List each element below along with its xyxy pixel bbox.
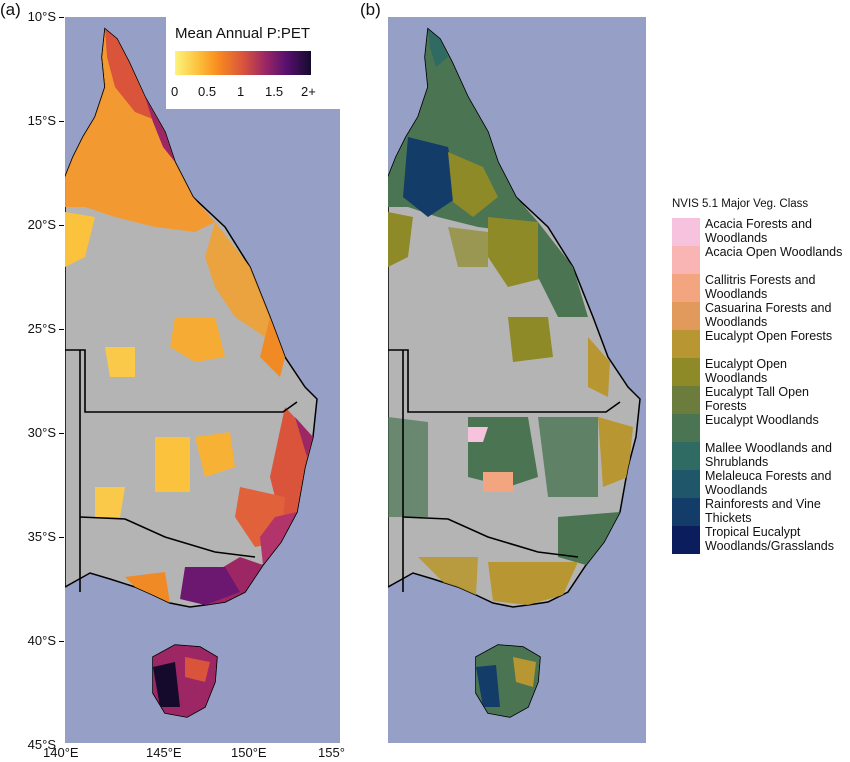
legend-label: Acacia Forests and Woodlands (705, 217, 812, 245)
lat-label-40s: 40°S (27, 633, 56, 648)
lon-label-155: 155° (318, 745, 345, 760)
legend-label: Casuarina Forests and Woodlands (705, 301, 832, 329)
legend-item: Mallee Woodlands and Shrublands (672, 441, 850, 470)
legend-item: Casuarina Forests and Woodlands (672, 301, 850, 330)
lat-label-35s: 35°S (27, 529, 56, 544)
legend-swatch (672, 526, 700, 554)
map-panel-a (65, 17, 340, 743)
lat-tick (59, 225, 64, 226)
colorbar-tick: 0 (171, 84, 179, 99)
legend-label: Eucalypt Tall Open Forests (705, 385, 809, 413)
legend-item: Rainforests and Vine Thickets (672, 497, 850, 526)
lat-label-30s: 30°S (27, 425, 56, 440)
vegetation-raster (388, 29, 633, 717)
colorbar-title: Mean Annual P:PET (175, 25, 311, 42)
legend-title: NVIS 5.1 Major Veg. Class (672, 198, 809, 210)
legend-item: Acacia Open Woodlands (672, 245, 850, 274)
vegetation-legend: NVIS 5.1 Major Veg. Class Acacia Forests… (672, 198, 850, 554)
legend-item: Callitris Forests and Woodlands (672, 273, 850, 302)
legend-swatch (672, 246, 700, 274)
colorbar-tick: 0.5 (198, 84, 217, 99)
legend-item: Acacia Forests and Woodlands (672, 217, 850, 246)
legend-swatch (672, 470, 700, 498)
lat-label-10s: 10°S (27, 9, 56, 24)
ppet-raster (65, 29, 313, 717)
legend-swatch (672, 358, 700, 386)
colorbar-tick: 2+ (301, 84, 316, 99)
map-a-svg (65, 27, 318, 718)
legend-label: Acacia Open Woodlands (705, 245, 843, 259)
legend-swatch (672, 218, 700, 246)
legend-label: Rainforests and Vine Thickets (705, 497, 821, 525)
lat-label-20s: 20°S (27, 217, 56, 232)
legend-item: Eucalypt Woodlands (672, 413, 850, 442)
legend-swatch (672, 386, 700, 414)
lat-tick (59, 641, 64, 642)
colorbar-ramp (175, 51, 311, 75)
colorbar-tick: 1 (237, 84, 245, 99)
legend-label: Mallee Woodlands and Shrublands (705, 441, 832, 469)
colorbar-tick: 1.5 (265, 84, 284, 99)
lon-label-150e: 150°E (231, 745, 267, 760)
legend-label: Melaleuca Forests and Woodlands (705, 469, 832, 497)
legend-label: Eucalypt Open Woodlands (705, 357, 787, 385)
colorbar-legend: Mean Annual P:PET 0 0.5 1 1.5 2+ (166, 17, 341, 109)
legend-label: Eucalypt Open Forests (705, 329, 833, 343)
legend-swatch (672, 442, 700, 470)
legend-swatch (672, 302, 700, 330)
legend-item: Eucalypt Open Forests (672, 329, 850, 358)
lat-label-15s: 15°S (27, 113, 56, 128)
legend-swatch (672, 330, 700, 358)
lat-tick (59, 121, 64, 122)
panel-label-b: (b) (360, 0, 381, 19)
legend-label: Tropical Eucalypt Woodlands/Grasslands (705, 525, 835, 553)
legend-item: Melaleuca Forests and Woodlands (672, 469, 850, 498)
lat-tick (59, 329, 64, 330)
lat-label-45s: 45°S (27, 737, 56, 752)
lat-label-25s: 25°S (27, 321, 56, 336)
legend-swatch (672, 414, 700, 442)
lat-tick (59, 17, 64, 18)
legend-item: Eucalypt Open Woodlands (672, 357, 850, 386)
panel-label-a: (a) (0, 0, 21, 19)
lon-label-140e: 140°E (43, 745, 79, 760)
legend-item: Tropical Eucalypt Woodlands/Grasslands (672, 525, 850, 554)
legend-swatch (672, 498, 700, 526)
lat-tick (59, 537, 64, 538)
map-panel-b (388, 17, 646, 743)
legend-item: Eucalypt Tall Open Forests (672, 385, 850, 414)
legend-label: Callitris Forests and Woodlands (705, 273, 816, 301)
legend-swatch (672, 274, 700, 302)
legend-label: Eucalypt Woodlands (705, 413, 819, 427)
map-b-svg (388, 27, 641, 718)
lat-tick (59, 433, 64, 434)
lon-label-145e: 145°E (146, 745, 182, 760)
